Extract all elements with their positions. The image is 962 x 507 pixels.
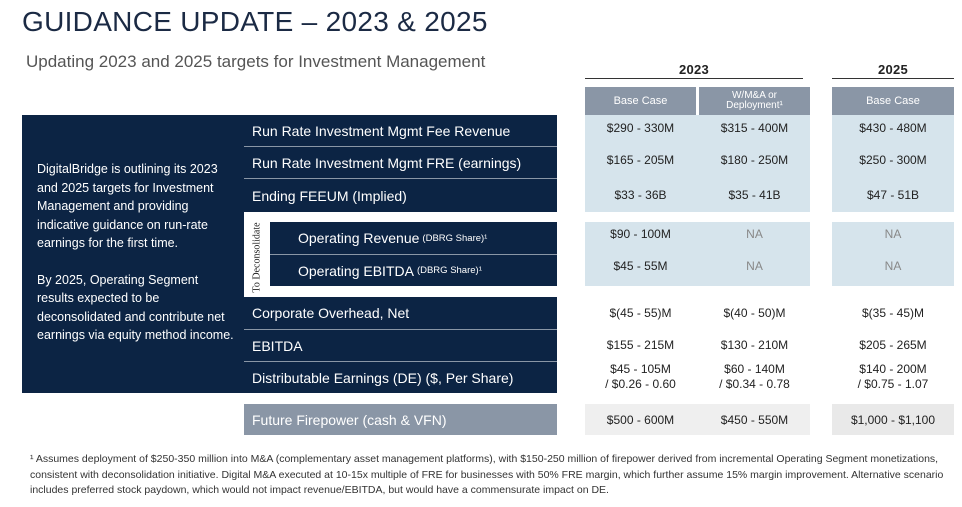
footnote: ¹ Assumes deployment of $250-350 million… xyxy=(30,453,944,496)
cell-de-2023-base: $45 - 105M xyxy=(610,362,671,376)
left-description-panel: DigitalBridge is outlining its 2023 and … xyxy=(22,115,244,393)
cell-feeum-2023-base: $33 - 36B xyxy=(614,188,667,202)
row-label-distributable-earnings: Distributable Earnings (DE) ($, Per Shar… xyxy=(244,362,557,393)
cell-feeum-2025-base: $47 - 51B xyxy=(866,188,920,202)
band-2023-deconsolidate xyxy=(585,222,810,286)
cell-fre-2023-base: $165 - 205M xyxy=(606,153,675,167)
col-header-base-2025-label: Base Case xyxy=(866,94,920,107)
col-header-mna-line2: Deployment¹ xyxy=(726,100,783,111)
cell-ebitda-2023-mna: $130 - 210M xyxy=(720,338,789,352)
cell-operating-ebitda-2023-mna: NA xyxy=(746,259,763,273)
band-2025-deconsolidate xyxy=(832,222,954,286)
band-2025-firepower xyxy=(832,404,954,435)
row-label-feeum: Ending FEEUM (Implied) xyxy=(244,179,557,212)
row-label-fee-revenue: Run Rate Investment Mgmt Fee Revenue xyxy=(244,115,557,146)
year-2025-rule xyxy=(832,78,954,79)
cell-operating-revenue-2023-mna: NA xyxy=(746,227,763,241)
row-label-fre: Run Rate Investment Mgmt FRE (earnings) xyxy=(244,147,557,178)
year-2025-header: 2025 xyxy=(877,62,909,77)
cell-ebitda-2025-base: $205 - 265M xyxy=(859,338,927,352)
cell-ebitda-2023-base: $155 - 215M xyxy=(606,338,675,352)
cell-de-2025-base-per-share: / $0.75 - 1.07 xyxy=(857,377,929,391)
cell-firepower-2023-base: $500 - 600M xyxy=(606,413,675,427)
col-header-base-2025: Base Case xyxy=(832,87,954,115)
cell-feeum-2023-mna: $35 - 41B xyxy=(728,188,781,202)
left-panel-paragraph-2: By 2025, Operating Segment results expec… xyxy=(37,272,234,343)
cell-de-2023-mna: $60 - 140M xyxy=(724,362,785,376)
row-label-ebitda: EBITDA xyxy=(244,330,557,361)
cell-firepower-2025-base: $1,000 - $1,100 xyxy=(850,413,936,427)
page-subtitle: Updating 2023 and 2025 targets for Inves… xyxy=(26,52,486,71)
cell-fre-2025-base: $250 - 300M xyxy=(859,153,927,167)
band-2023-firepower xyxy=(585,404,810,435)
band-2023-top xyxy=(585,115,810,212)
deconsolidate-vertical-label: To Deconsolidate xyxy=(251,221,263,293)
cell-de-2025-base: $140 - 200M xyxy=(859,362,927,376)
band-2025-top xyxy=(832,115,954,212)
col-header-base-2023: Base Case xyxy=(585,87,696,115)
col-header-base-2023-label: Base Case xyxy=(613,94,668,107)
cell-fee-revenue-2023-mna: $315 - 400M xyxy=(720,121,789,135)
cell-corporate-overhead-2025-base: $(35 - 45)M xyxy=(861,306,925,320)
year-2023-rule xyxy=(585,78,803,79)
cell-operating-ebitda-2023-base: $45 - 55M xyxy=(613,259,668,273)
year-2023-header: 2023 xyxy=(678,62,710,77)
row-label-corporate-overhead: Corporate Overhead, Net xyxy=(244,297,557,329)
row-label-future-firepower: Future Firepower (cash & VFN) xyxy=(244,404,557,435)
row-divider xyxy=(244,146,557,147)
cell-fee-revenue-2023-base: $290 - 330M xyxy=(606,121,675,135)
cell-firepower-2023-mna: $450 - 550M xyxy=(720,413,789,427)
row-divider xyxy=(270,254,557,255)
left-panel-paragraph-1: DigitalBridge is outlining its 2023 and … xyxy=(37,162,218,250)
cell-fre-2023-mna: $180 - 250M xyxy=(720,153,789,167)
cell-fee-revenue-2025-base: $430 - 480M xyxy=(859,121,927,135)
row-divider xyxy=(244,178,557,179)
cell-de-2023-base-per-share: / $0.26 - 0.60 xyxy=(605,377,676,391)
row-divider xyxy=(244,329,557,330)
cell-corporate-overhead-2023-mna: $(40 - 50)M xyxy=(723,306,786,320)
page-title: GUIDANCE UPDATE – 2023 & 2025 xyxy=(22,6,488,37)
col-header-mna-2023: W/M&A or Deployment¹ xyxy=(699,87,810,115)
cell-de-2023-mna-per-share: / $0.34 - 0.78 xyxy=(719,377,790,391)
row-label-operating-revenue: Operating Revenue (DBRG Share)¹ xyxy=(270,222,557,254)
cell-operating-revenue-2025-base: NA xyxy=(884,227,902,241)
row-divider xyxy=(244,361,557,362)
col-header-mna-line1: W/M&A or xyxy=(731,90,777,101)
cell-corporate-overhead-2023-base: $(45 - 55)M xyxy=(609,306,672,320)
cell-operating-revenue-2023-base: $90 - 100M xyxy=(610,227,671,241)
row-label-operating-ebitda: Operating EBITDA (DBRG Share)¹ xyxy=(270,255,557,286)
cell-operating-ebitda-2025-base: NA xyxy=(884,259,902,273)
